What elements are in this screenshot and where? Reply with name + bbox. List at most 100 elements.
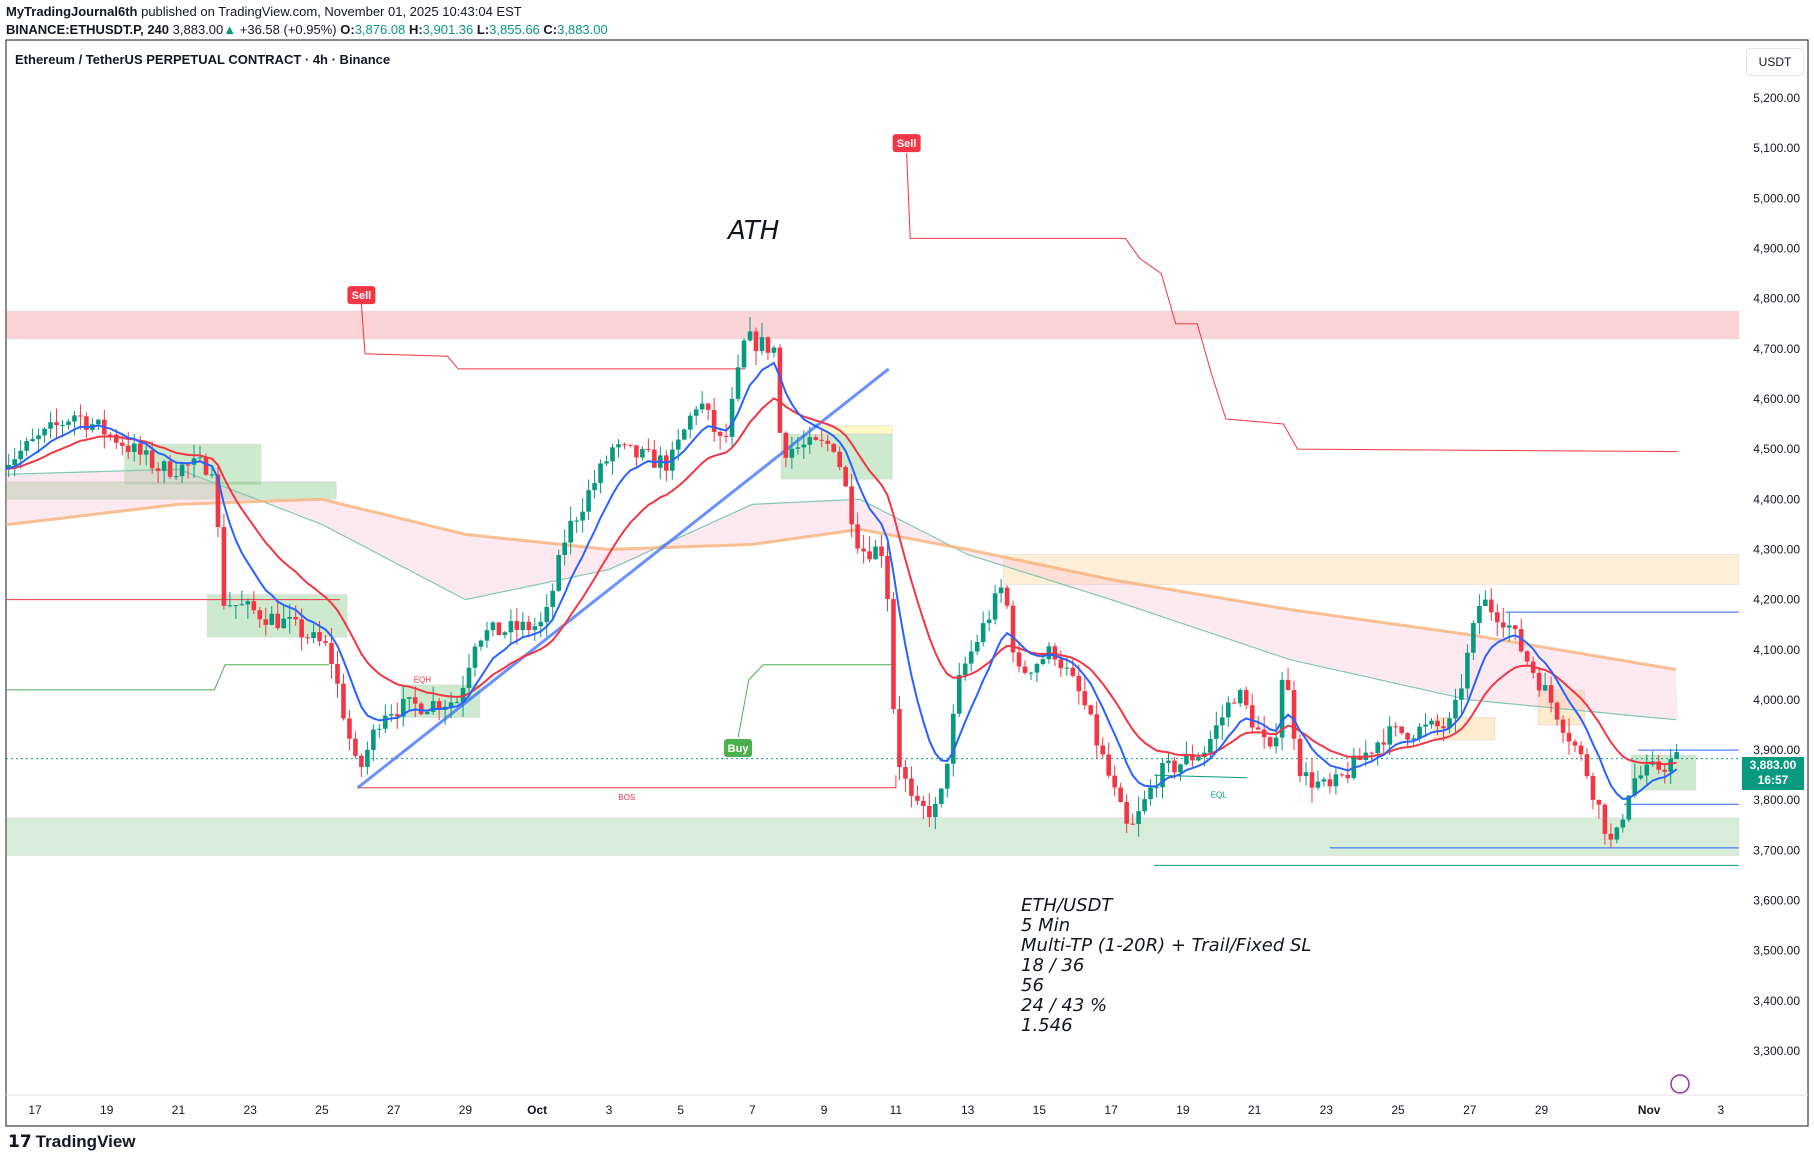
candle-down	[1243, 690, 1249, 706]
candle-up	[1237, 690, 1243, 704]
candle-down	[1524, 651, 1530, 662]
candle-up	[1417, 726, 1422, 739]
last-price: 3,883.00	[172, 22, 224, 37]
candle-down	[1435, 720, 1440, 727]
candle-up	[406, 697, 412, 699]
candle-up	[729, 398, 735, 437]
candle-down	[1554, 702, 1560, 720]
candle-down	[221, 527, 227, 606]
candle-up	[1614, 827, 1620, 840]
candle-down	[1094, 714, 1100, 746]
candle-up	[508, 621, 514, 633]
candle-down	[783, 432, 789, 458]
sell-signal[interactable]: Sell	[892, 134, 921, 153]
candle-down	[1291, 690, 1297, 739]
sell-trail-line	[360, 303, 746, 370]
candle-up	[1279, 679, 1285, 738]
candle-down	[1489, 599, 1494, 613]
date-tick: 5	[677, 1103, 684, 1117]
candle-up	[789, 448, 795, 458]
date-tick: 11	[890, 1103, 903, 1117]
price-change: +36.58 (+0.95%)	[239, 22, 337, 37]
candle-down	[915, 795, 920, 801]
candle-up	[1142, 799, 1147, 812]
candle-up	[1477, 605, 1482, 624]
candle-up	[96, 419, 101, 425]
candle-up	[209, 474, 215, 476]
signal-label: Sell	[352, 290, 372, 302]
candle-down	[496, 622, 502, 636]
price-tick: 4,100.00	[1753, 643, 1800, 657]
zone-ob	[780, 433, 893, 480]
candle-down	[185, 464, 191, 466]
candle-down	[1130, 823, 1135, 825]
candle-down	[167, 461, 173, 477]
zone-ob	[820, 425, 893, 435]
candle-down	[705, 403, 711, 410]
candle-down	[1381, 742, 1387, 745]
candle-down	[293, 616, 298, 620]
signal-badge	[724, 739, 753, 758]
stats-line: 1.546	[1021, 1015, 1073, 1036]
candle-down	[54, 422, 59, 425]
candle-down	[1022, 666, 1028, 673]
tradingview-logo[interactable]: 𝟭𝟳 TradingView	[8, 1132, 136, 1152]
candle-down	[436, 701, 442, 710]
candle-up	[604, 461, 609, 464]
date-tick: 25	[315, 1103, 329, 1117]
chart-frame	[5, 39, 1809, 1127]
date-tick: 27	[1463, 1103, 1477, 1117]
zone-ob	[6, 481, 337, 500]
candle-up	[287, 616, 292, 619]
candle-up	[269, 613, 275, 625]
candle-up	[143, 450, 149, 455]
candle-down	[1124, 801, 1129, 824]
candle-down	[215, 474, 221, 528]
candle-up	[933, 803, 938, 818]
candle-up	[1626, 795, 1632, 820]
price-tick: 3,800.00	[1753, 793, 1800, 807]
date-tick: 21	[172, 1103, 186, 1117]
candle-down	[831, 443, 837, 452]
candle-down	[353, 738, 358, 756]
candle-down	[1656, 761, 1662, 770]
currency-button[interactable]: USDT	[1746, 48, 1804, 76]
candle-down	[329, 642, 334, 664]
candle-up	[197, 457, 203, 459]
candle-up	[699, 403, 705, 410]
price-tick: 4,700.00	[1753, 342, 1800, 356]
stats-line: ETH/USDT	[1021, 895, 1113, 916]
candle-down	[299, 619, 304, 638]
candle-down	[1106, 754, 1112, 776]
candle-up	[1321, 779, 1327, 782]
candle-down	[1172, 760, 1177, 773]
buy-signal[interactable]: Buy	[724, 739, 753, 758]
candle-up	[1674, 752, 1679, 760]
bar-countdown: 16:57	[1757, 773, 1789, 787]
stats-line: 56	[1021, 975, 1044, 996]
candle-down	[1058, 659, 1064, 669]
strategy-stats: ETH/USDT 5 Min Multi-TP (1-20R) + Trail/…	[1021, 896, 1311, 1036]
candle-down	[1566, 732, 1572, 742]
candle-up	[1184, 754, 1189, 765]
candle-up	[735, 367, 741, 399]
candle-down	[765, 337, 771, 353]
candle-up	[956, 675, 962, 714]
candle-up	[239, 604, 245, 606]
candle-up	[1136, 811, 1141, 824]
candle-down	[359, 755, 364, 767]
low-label: L:	[476, 22, 490, 37]
candle-up	[66, 421, 71, 425]
date-tick: 21	[1248, 1103, 1262, 1117]
author-name[interactable]: MyTradingJournal6th	[6, 4, 138, 19]
candle-up	[807, 437, 813, 445]
candle-up	[179, 464, 185, 477]
candle-down	[1500, 622, 1506, 628]
candle-down	[1052, 646, 1058, 660]
candle-up	[400, 698, 406, 717]
sell-signal[interactable]: Sell	[347, 286, 376, 305]
candle-down	[1495, 612, 1500, 623]
candle-down	[514, 621, 520, 630]
candle-down	[1584, 754, 1590, 777]
